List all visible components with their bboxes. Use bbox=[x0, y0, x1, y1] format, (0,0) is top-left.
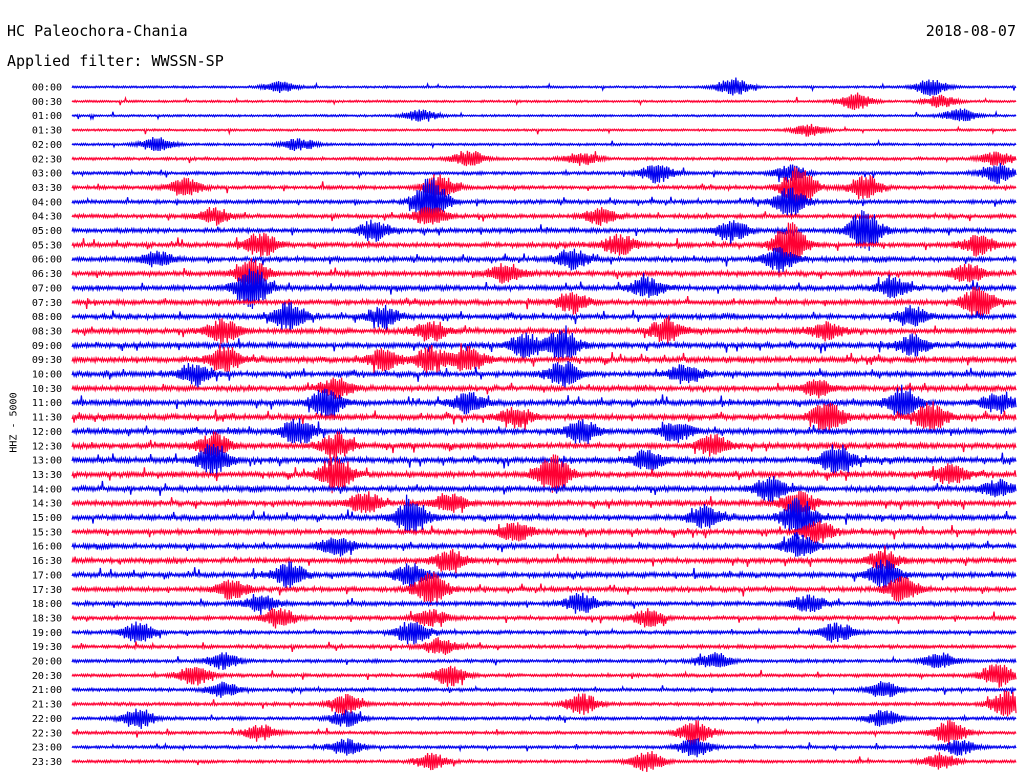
time-label: 15:00 bbox=[32, 513, 62, 524]
time-label: 02:00 bbox=[32, 140, 62, 151]
seismogram-trace bbox=[71, 343, 1017, 377]
seismogram-trace bbox=[71, 559, 1017, 589]
time-label: 21:30 bbox=[32, 700, 62, 711]
time-label: 09:00 bbox=[32, 341, 62, 352]
time-label: 21:00 bbox=[32, 685, 62, 696]
seismogram-trace bbox=[71, 246, 1017, 274]
seismogram-trace bbox=[71, 136, 1017, 152]
seismogram-trace bbox=[71, 377, 1017, 400]
time-label: 22:00 bbox=[32, 714, 62, 725]
seismogram-trace bbox=[71, 162, 1017, 185]
time-label: 04:30 bbox=[32, 212, 62, 223]
seismogram-trace bbox=[71, 286, 1017, 318]
seismogram-trace bbox=[71, 708, 1017, 730]
seismogram-trace bbox=[71, 531, 1017, 557]
time-label: 16:30 bbox=[32, 556, 62, 567]
seismogram-trace bbox=[71, 494, 1017, 540]
seismogram-trace bbox=[71, 77, 1017, 96]
time-label: 13:00 bbox=[32, 456, 62, 467]
seismogram-trace bbox=[71, 268, 1017, 310]
seismogram-trace bbox=[71, 491, 1017, 519]
time-label: 18:30 bbox=[32, 613, 62, 624]
time-label: 07:00 bbox=[32, 283, 62, 294]
time-label: 01:00 bbox=[32, 111, 62, 122]
seismogram-trace bbox=[71, 418, 1017, 445]
time-label: 03:30 bbox=[32, 183, 62, 194]
seismogram-trace bbox=[71, 325, 1017, 360]
seismogram-trace bbox=[71, 443, 1017, 477]
seismogram-trace bbox=[71, 302, 1017, 333]
date-label: 2018-08-07 bbox=[925, 22, 1016, 40]
time-label: 02:30 bbox=[32, 154, 62, 165]
seismogram-trace bbox=[71, 690, 1017, 717]
time-label: 12:00 bbox=[32, 427, 62, 438]
seismogram-trace bbox=[71, 664, 1017, 688]
seismogram-trace bbox=[71, 360, 1017, 388]
time-label: 01:30 bbox=[32, 126, 62, 137]
seismogram-trace bbox=[71, 166, 1017, 211]
time-label: 09:30 bbox=[32, 355, 62, 366]
time-label: 05:30 bbox=[32, 240, 62, 251]
seismogram-trace bbox=[71, 652, 1017, 671]
time-label: 06:00 bbox=[32, 255, 62, 266]
seismogram-trace bbox=[71, 475, 1017, 503]
time-label: 18:00 bbox=[32, 599, 62, 610]
time-label: 03:00 bbox=[32, 169, 62, 180]
time-label: 22:30 bbox=[32, 728, 62, 739]
time-label: 00:30 bbox=[32, 97, 62, 108]
seismogram-trace bbox=[71, 637, 1017, 655]
time-label: 10:30 bbox=[32, 384, 62, 395]
seismogram-trace bbox=[71, 454, 1017, 494]
seismogram-trace bbox=[71, 592, 1017, 615]
time-label: 04:00 bbox=[32, 197, 62, 208]
seismogram-trace bbox=[71, 621, 1017, 645]
time-label: 20:30 bbox=[32, 671, 62, 682]
time-label: 20:00 bbox=[32, 657, 62, 668]
time-label: 12:30 bbox=[32, 441, 62, 452]
seismogram-trace bbox=[71, 545, 1017, 574]
seismogram-trace bbox=[71, 608, 1017, 629]
seismogram-trace bbox=[71, 401, 1017, 432]
seismogram-trace bbox=[71, 177, 1017, 222]
seismogram-trace bbox=[71, 431, 1017, 460]
seismogram-trace bbox=[71, 222, 1017, 266]
time-label: 08:30 bbox=[32, 326, 62, 337]
seismogram-trace bbox=[71, 92, 1017, 111]
seismogram-trace bbox=[71, 257, 1017, 289]
time-label: 06:30 bbox=[32, 269, 62, 280]
time-label: 17:00 bbox=[32, 570, 62, 581]
time-label: 11:30 bbox=[32, 413, 62, 424]
seismogram-trace bbox=[71, 520, 1017, 543]
time-label: 13:30 bbox=[32, 470, 62, 481]
time-label: 14:00 bbox=[32, 484, 62, 495]
time-label: 19:00 bbox=[32, 628, 62, 639]
filter-label: Applied filter: WWSSN-SP bbox=[7, 52, 224, 70]
time-label: 23:00 bbox=[32, 743, 62, 754]
seismogram-trace bbox=[71, 206, 1017, 226]
time-label: 10:00 bbox=[32, 370, 62, 381]
time-label: 17:30 bbox=[32, 585, 62, 596]
time-label: 05:00 bbox=[32, 226, 62, 237]
time-label: 11:00 bbox=[32, 398, 62, 409]
seismogram-trace bbox=[71, 384, 1017, 421]
time-label: 07:30 bbox=[32, 298, 62, 309]
seismogram-trace bbox=[71, 681, 1017, 698]
seismogram-trace bbox=[71, 738, 1017, 758]
time-label: 23:30 bbox=[32, 757, 62, 768]
time-label: 08:00 bbox=[32, 312, 62, 323]
seismogram-trace bbox=[71, 750, 1017, 773]
seismogram-trace bbox=[71, 123, 1017, 137]
time-label: 19:30 bbox=[32, 642, 62, 653]
seismogram-trace bbox=[71, 315, 1017, 345]
time-label: 16:00 bbox=[32, 542, 62, 553]
seismogram-trace bbox=[71, 719, 1017, 746]
time-label: 15:30 bbox=[32, 527, 62, 538]
time-label: 14:30 bbox=[32, 499, 62, 510]
station-title: HC Paleochora-Chania bbox=[7, 22, 188, 40]
seismogram-trace bbox=[71, 571, 1017, 606]
seismogram-trace bbox=[71, 108, 1017, 122]
time-label: 00:00 bbox=[32, 83, 62, 94]
seismogram-trace bbox=[71, 150, 1017, 167]
